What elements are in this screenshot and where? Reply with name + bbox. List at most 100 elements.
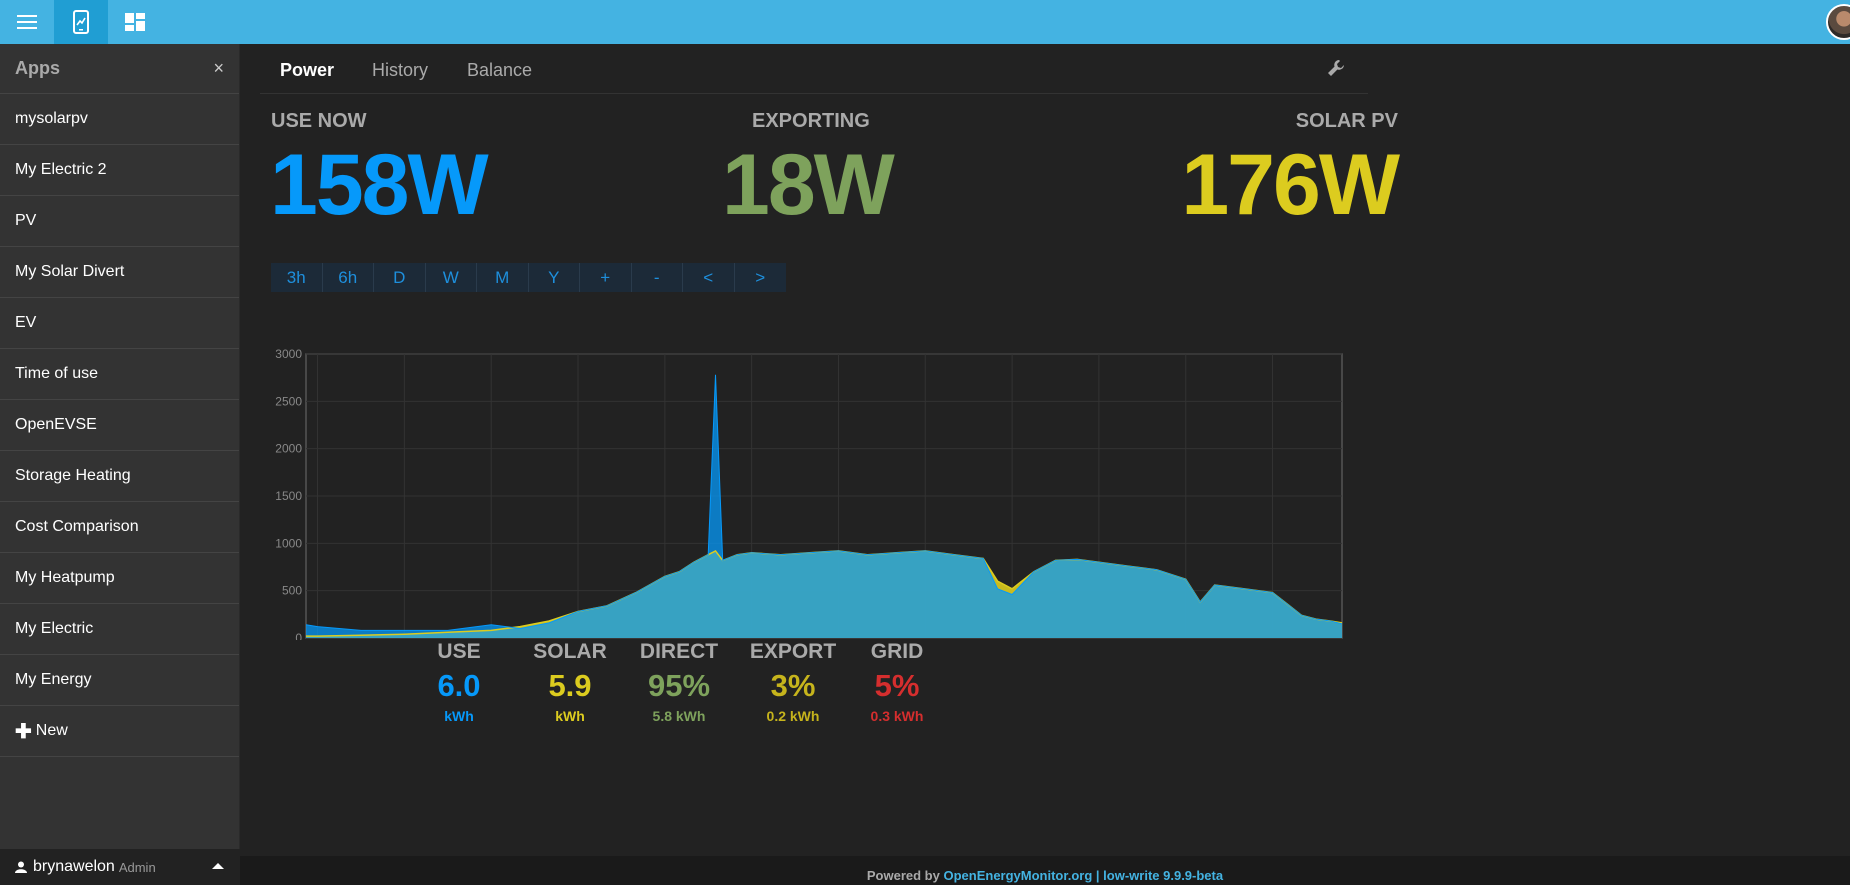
y-tick-label: 2500 (275, 394, 302, 408)
time-range-toolbar: 3h 6h D W M Y + - < > (271, 263, 786, 292)
y-tick-label: 0 (295, 631, 302, 640)
stat-value: 5.9 (548, 668, 592, 703)
stat-unit: kWh (444, 708, 474, 724)
stat-title: SOLAR (533, 640, 607, 663)
top-navbar (0, 0, 1850, 44)
new-app-button[interactable]: ✚ New (0, 706, 239, 757)
dashboard-button[interactable] (108, 0, 162, 44)
dashboard-icon (125, 13, 145, 31)
sidebar-item-label: PV (15, 212, 37, 229)
apps-button[interactable] (54, 0, 108, 44)
range-button-4[interactable]: M (477, 263, 529, 292)
sidebar-item-my-heatpump[interactable]: My Heatpump (0, 553, 239, 604)
sidebar-item-cost-comparison[interactable]: Cost Comparison (0, 502, 239, 553)
sidebar-item-label: OpenEVSE (15, 416, 97, 433)
range-button-6[interactable]: + (580, 263, 632, 292)
stat-value: 5% (874, 668, 920, 703)
sidebar-item-storage-heating[interactable]: Storage Heating (0, 451, 239, 502)
sidebar-item-label: EV (15, 314, 37, 331)
stat-title: EXPORT (749, 640, 837, 663)
sidebar-item-my-energy[interactable]: My Energy (0, 655, 239, 706)
stat-solar: SOLAR 5.9 kWh (510, 640, 630, 724)
tab-balance[interactable]: Balance (467, 60, 533, 80)
sidebar-item-label: My Electric 2 (15, 161, 107, 178)
stat-unit: 0.3 kWh (870, 708, 924, 724)
sidebar-item-label: Time of use (15, 365, 98, 382)
use-now-value: 158W (270, 137, 489, 233)
sidebar-close-icon[interactable]: × (213, 58, 224, 78)
range-button-1[interactable]: 6h (322, 263, 374, 292)
sidebar-item-label: mysolarpv (15, 110, 88, 127)
wrench-icon[interactable] (1326, 58, 1346, 78)
user-menu[interactable]: brynawelon Admin (0, 849, 240, 885)
solar-pv-value: 176W (1181, 137, 1400, 233)
stat-value: 95% (647, 668, 711, 703)
sidebar-item-time-of-use[interactable]: Time of use (0, 349, 239, 400)
sidebar-item-label: Cost Comparison (15, 518, 139, 535)
menu-button[interactable] (0, 0, 54, 44)
range-button-0[interactable]: 3h (271, 263, 323, 292)
sidebar-item-mysolarpv[interactable]: mysolarpv (0, 94, 239, 145)
y-tick-label: 1500 (275, 489, 302, 503)
sidebar-item-my-solar-divert[interactable]: My Solar Divert (0, 247, 239, 298)
tab-history[interactable]: History (372, 60, 429, 80)
stat-grid: GRID 5% 0.3 kWh (837, 640, 957, 724)
app-chart-icon (73, 10, 89, 34)
y-tick-label: 3000 (275, 347, 302, 361)
range-button-8[interactable]: < (683, 263, 735, 292)
footer-prefix: Powered by (866, 868, 940, 883)
y-tick-label: 500 (282, 584, 302, 598)
y-tick-label: 1000 (275, 536, 302, 550)
sidebar-item-label: My Electric (15, 620, 94, 637)
stat-unit: 0.2 kWh (766, 708, 820, 724)
footer-link-version[interactable]: low-write 9.9.9-beta (1103, 868, 1224, 883)
app-tabs: Power History Balance (260, 44, 1368, 94)
sidebar-item-pv[interactable]: PV (0, 196, 239, 247)
sidebar-item-my-electric-2[interactable]: My Electric 2 (0, 145, 239, 196)
stat-value: 3% (770, 668, 816, 703)
sidebar-title: Apps (15, 58, 60, 78)
y-tick-label: 2000 (275, 442, 302, 456)
user-icon (15, 861, 27, 873)
stat-unit: kWh (555, 708, 585, 724)
sidebar-item-openevse[interactable]: OpenEVSE (0, 400, 239, 451)
exporting-value: 18W (722, 137, 895, 233)
user-avatar[interactable] (1826, 4, 1850, 40)
sidebar-header: Apps × (0, 44, 239, 94)
sidebar-item-label: My Solar Divert (15, 263, 125, 280)
new-app-label: New (35, 722, 68, 739)
main-content: Power History Balance USE NOW 158W EXPOR… (260, 44, 1400, 724)
use-area (306, 374, 1342, 638)
stat-value: 6.0 (437, 668, 481, 703)
range-button-2[interactable]: D (374, 263, 426, 292)
use-line (305, 374, 1343, 631)
solar-pv-label: SOLAR PV (1295, 110, 1398, 132)
apps-sidebar: Apps × mysolarpv My Electric 2 PV My Solar … (0, 44, 240, 885)
menu-icon (17, 15, 37, 29)
range-button-7[interactable]: - (631, 263, 683, 292)
sidebar-item-label: Storage Heating (15, 467, 131, 484)
footer: Powered by OpenEnergyMonitor.org | low-w… (240, 856, 1850, 885)
range-button-9[interactable]: > (734, 263, 786, 292)
caret-up-icon (212, 863, 224, 869)
stat-use: USE 6.0 kWh (399, 640, 519, 724)
stat-title: GRID (870, 640, 924, 663)
plus-icon: ✚ (15, 720, 32, 743)
stat-title: DIRECT (639, 640, 719, 663)
footer-separator: | (1095, 868, 1100, 883)
sidebar-item-my-electric[interactable]: My Electric (0, 604, 239, 655)
tab-power[interactable]: Power (280, 60, 335, 80)
use-now-label: USE NOW (271, 110, 367, 132)
stat-export: EXPORT 3% 0.2 kWh (733, 640, 853, 724)
user-name: brynawelon (33, 858, 115, 875)
range-button-5[interactable]: Y (528, 263, 580, 292)
sidebar-item-ev[interactable]: EV (0, 298, 239, 349)
user-role: Admin (118, 859, 156, 875)
stat-unit: 5.8 kWh (652, 708, 706, 724)
sidebar-item-label: My Heatpump (15, 569, 115, 586)
range-button-3[interactable]: W (425, 263, 477, 292)
power-chart[interactable]: 05001000150020002500300006:0007:0008:000… (260, 300, 1350, 640)
stat-title: USE (437, 640, 481, 663)
footer-link-oem[interactable]: OpenEnergyMonitor.org (943, 868, 1093, 883)
sidebar-item-label: My Energy (15, 671, 92, 688)
